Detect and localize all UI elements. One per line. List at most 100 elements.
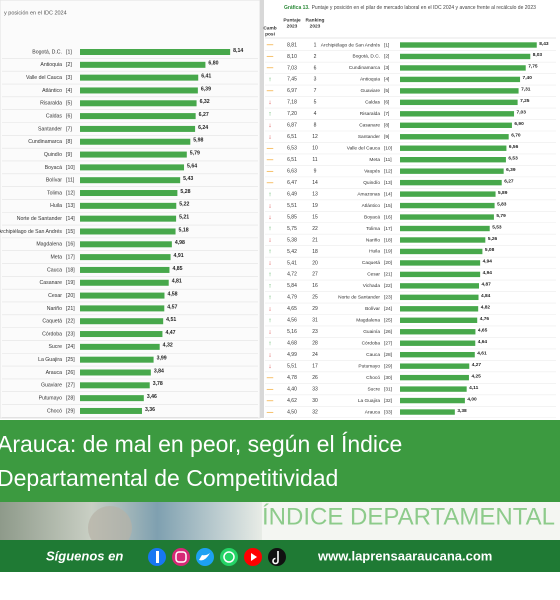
rank-2023: 29 xyxy=(312,306,318,312)
change-indicator: — xyxy=(267,168,274,175)
change-indicator: ↓ xyxy=(268,214,271,221)
bar xyxy=(400,134,509,140)
score-2023: 7,45 xyxy=(287,77,297,83)
rank-label: [19] xyxy=(384,249,392,255)
value-label: 4,57 xyxy=(167,304,177,310)
bar xyxy=(400,409,455,415)
rank-label: [3] xyxy=(66,75,72,81)
headline-band xyxy=(0,420,560,502)
score-2023: 6,63 xyxy=(287,168,297,174)
bar xyxy=(400,397,465,404)
score-2023: 6,47 xyxy=(287,180,297,186)
value-label: 4,58 xyxy=(167,291,177,297)
category-label: Chocó xyxy=(47,408,62,414)
change-indicator: ↑ xyxy=(268,271,271,278)
value-label: 6,56 xyxy=(509,144,519,150)
bar xyxy=(80,331,163,338)
rank-label: [27] xyxy=(384,340,392,346)
category-label: Bolívar xyxy=(365,306,380,312)
category-label: Tolima xyxy=(366,226,380,232)
bar xyxy=(80,61,206,68)
bar xyxy=(400,191,496,197)
photo-face xyxy=(88,506,132,550)
rank-label: [28] xyxy=(66,396,75,402)
score-2023: 7,18 xyxy=(287,100,297,106)
rank-2023: 5 xyxy=(314,100,317,106)
rank-label: [31] xyxy=(384,386,392,392)
rank-label: [8] xyxy=(66,139,72,145)
value-label: 4,85 xyxy=(172,266,182,272)
score-2023: 5,51 xyxy=(287,363,297,369)
bar xyxy=(80,87,198,94)
score-2023: 6,51 xyxy=(287,157,297,163)
change-indicator: ↑ xyxy=(268,294,271,301)
rank-label: [23] xyxy=(384,295,392,301)
change-indicator: ↑ xyxy=(268,317,271,324)
score-2023: 5,85 xyxy=(287,214,297,220)
value-label: 4,00 xyxy=(467,396,477,402)
value-label: 8,43 xyxy=(539,41,549,47)
score-2023: 4,99 xyxy=(287,352,297,358)
bar xyxy=(400,76,521,83)
column-header: Puntaje xyxy=(283,17,301,23)
rank-2023: 10 xyxy=(312,146,318,152)
change-indicator: ↓ xyxy=(268,133,271,140)
category-label: Huila xyxy=(50,203,62,209)
category-label: Meta xyxy=(50,254,62,260)
rank-label: [2] xyxy=(384,54,389,60)
category-label: Caquetá xyxy=(362,260,380,266)
rank-label: [1] xyxy=(66,49,72,55)
value-label: 4,64 xyxy=(478,339,488,345)
value-label: 4,76 xyxy=(480,316,490,322)
rank-label: [22] xyxy=(384,283,392,289)
value-label: 4,82 xyxy=(481,305,491,311)
rank-2023: 6 xyxy=(314,65,317,71)
rank-2023: 32 xyxy=(312,409,318,415)
instagram-icon[interactable] xyxy=(172,548,190,566)
rank-label: [20] xyxy=(66,293,75,299)
change-indicator: — xyxy=(267,65,274,72)
rank-label: [6] xyxy=(66,113,72,119)
score-2023: 5,41 xyxy=(287,260,297,266)
bar xyxy=(80,100,197,107)
bar xyxy=(400,271,481,278)
rank-label: [22] xyxy=(66,319,75,325)
score-2023: 4,62 xyxy=(287,398,297,404)
value-label: 7,03 xyxy=(517,110,527,116)
rank-label: [3] xyxy=(384,65,389,71)
rank-label: [10] xyxy=(384,145,392,151)
rank-2023: 14 xyxy=(312,180,318,186)
value-label: 3,84 xyxy=(154,368,164,374)
category-label: Cauca xyxy=(47,267,62,273)
rank-2023: 13 xyxy=(312,191,318,197)
bar xyxy=(400,351,475,358)
change-indicator: ↓ xyxy=(268,202,271,209)
rank-2023: 25 xyxy=(312,295,318,301)
category-label: Bogotá, D.C. xyxy=(32,49,62,55)
chart-title: y posición en el IDC 2024 xyxy=(4,10,67,16)
value-label: 4,27 xyxy=(472,362,482,368)
category-label: Quindío xyxy=(44,152,62,158)
score-2023: 4,78 xyxy=(287,375,297,381)
change-indicator: — xyxy=(267,386,274,393)
rank-label: [1] xyxy=(384,42,389,48)
category-label: Bolívar xyxy=(46,178,62,184)
category-label: Santander xyxy=(358,134,381,140)
rank-label: [13] xyxy=(66,203,75,209)
bar xyxy=(80,138,191,145)
score-2023: 6,49 xyxy=(287,191,297,197)
whatsapp-icon[interactable] xyxy=(220,548,238,566)
bar xyxy=(80,190,178,197)
category-label: Archipiélago de San Andrés xyxy=(321,42,381,48)
website[interactable]: www.laprensaaraucana.com xyxy=(317,548,492,563)
social-icons xyxy=(148,548,286,566)
value-label: 3,99 xyxy=(157,356,167,362)
value-label: 4,47 xyxy=(165,330,175,336)
rank-2023: 15 xyxy=(312,214,318,220)
value-label: 5,18 xyxy=(179,227,189,233)
change-indicator: — xyxy=(267,42,274,49)
category-label: Caquetá xyxy=(42,319,62,325)
value-label: 7,75 xyxy=(528,64,538,70)
rank-label: [14] xyxy=(66,216,75,222)
left-chart: y posición en el IDC 2024 Bogotá, D.C. [1]… xyxy=(0,10,258,418)
